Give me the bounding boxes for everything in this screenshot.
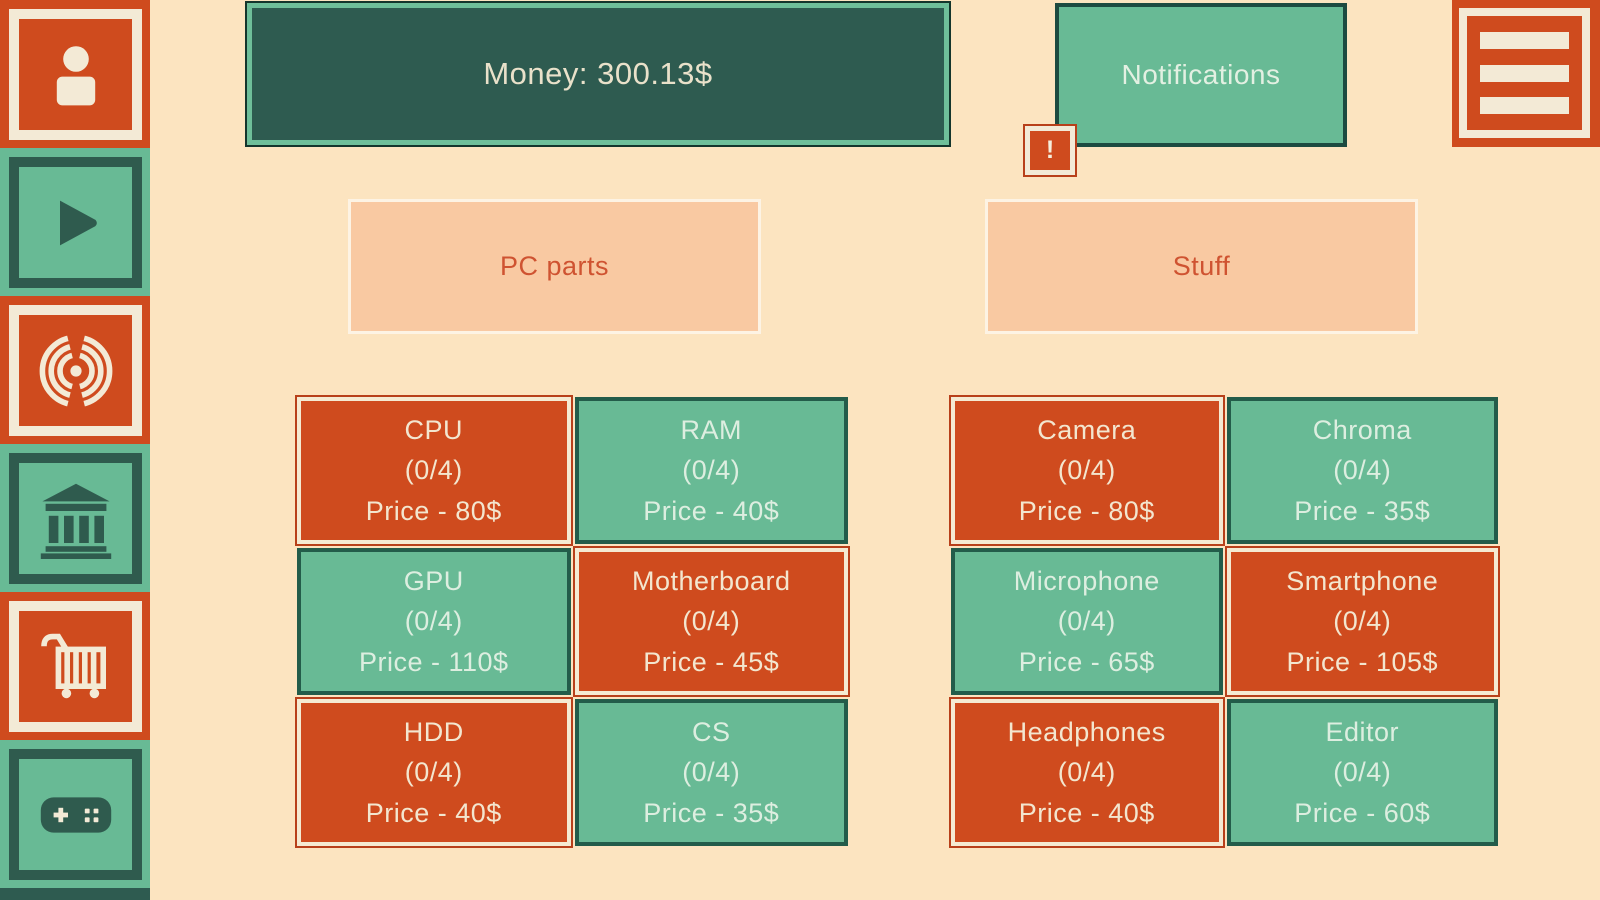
pc-parts-grid: CPU (0/4) Price - 80$ RAM (0/4) Price - … bbox=[297, 397, 848, 846]
money-display: Money: 300.13$ bbox=[245, 1, 951, 147]
stuff-title: Stuff bbox=[1172, 251, 1231, 281]
item-name: Headphones bbox=[1007, 716, 1166, 747]
bank-button[interactable] bbox=[9, 453, 142, 584]
notifications-label: Notifications bbox=[1121, 59, 1281, 90]
sidebar-cell-stream bbox=[0, 296, 150, 444]
item-price: Price - 40$ bbox=[643, 495, 780, 526]
shop-item-chroma[interactable]: Chroma (0/4) Price - 35$ bbox=[1226, 397, 1498, 544]
person-icon bbox=[56, 45, 95, 105]
play-icon bbox=[59, 200, 97, 245]
stuff-grid: Camera (0/4) Price - 80$ Chroma (0/4) Pr… bbox=[951, 397, 1498, 846]
menu-button[interactable] bbox=[1452, 0, 1600, 147]
shop-item-editor[interactable]: Editor (0/4) Price - 60$ bbox=[1226, 699, 1498, 846]
notification-alert-badge: ! bbox=[1023, 124, 1077, 177]
shop-item-cs[interactable]: CS (0/4) Price - 35$ bbox=[574, 699, 848, 846]
item-count: (0/4) bbox=[1333, 757, 1392, 788]
item-name: Chroma bbox=[1312, 414, 1412, 445]
shop-item-ram[interactable]: RAM (0/4) Price - 40$ bbox=[574, 397, 848, 544]
shop-button[interactable] bbox=[9, 601, 142, 732]
broadcast-icon bbox=[39, 330, 112, 411]
item-count: (0/4) bbox=[404, 757, 463, 788]
sidebar bbox=[0, 0, 150, 900]
profile-button[interactable] bbox=[9, 9, 142, 140]
item-price: Price - 40$ bbox=[1018, 797, 1155, 828]
item-price: Price - 110$ bbox=[358, 646, 509, 677]
shop-item-cpu[interactable]: CPU (0/4) Price - 80$ bbox=[297, 397, 571, 544]
pc-parts-header: PC parts bbox=[348, 199, 761, 334]
item-price: Price - 35$ bbox=[643, 797, 780, 828]
item-price: Price - 80$ bbox=[365, 495, 502, 526]
item-name: CPU bbox=[404, 414, 463, 445]
sidebar-cell-bank bbox=[0, 444, 150, 592]
play-button[interactable] bbox=[9, 157, 142, 288]
item-name: Microphone bbox=[1013, 565, 1160, 596]
games-button[interactable] bbox=[9, 749, 142, 880]
alert-exclamation: ! bbox=[1045, 136, 1055, 164]
stream-button[interactable] bbox=[9, 305, 142, 436]
money-label: Money: 300.13$ bbox=[483, 56, 713, 91]
item-name: GPU bbox=[403, 565, 464, 596]
item-count: (0/4) bbox=[1057, 606, 1116, 637]
item-price: Price - 45$ bbox=[643, 646, 780, 677]
cart-icon bbox=[40, 633, 106, 698]
item-count: (0/4) bbox=[682, 455, 741, 486]
hamburger-icon bbox=[1459, 8, 1590, 138]
stuff-header: Stuff bbox=[985, 199, 1418, 334]
item-count: (0/4) bbox=[682, 757, 741, 788]
item-name: Camera bbox=[1037, 414, 1137, 445]
item-count: (0/4) bbox=[404, 455, 463, 486]
sidebar-bottom-strip bbox=[0, 888, 150, 900]
notifications-button[interactable]: Notifications bbox=[1055, 3, 1347, 147]
sidebar-cell-games bbox=[0, 740, 150, 888]
item-price: Price - 60$ bbox=[1294, 797, 1431, 828]
item-count: (0/4) bbox=[682, 606, 741, 637]
item-price: Price - 40$ bbox=[365, 797, 502, 828]
item-count: (0/4) bbox=[1057, 455, 1116, 486]
item-count: (0/4) bbox=[1333, 606, 1392, 637]
shop-item-headphones[interactable]: Headphones (0/4) Price - 40$ bbox=[951, 699, 1223, 846]
item-price: Price - 65$ bbox=[1018, 646, 1155, 677]
shop-item-motherboard[interactable]: Motherboard (0/4) Price - 45$ bbox=[574, 548, 848, 695]
shop-item-gpu[interactable]: GPU (0/4) Price - 110$ bbox=[297, 548, 571, 695]
item-price: Price - 35$ bbox=[1294, 495, 1431, 526]
item-count: (0/4) bbox=[1057, 757, 1116, 788]
item-count: (0/4) bbox=[404, 606, 463, 637]
bank-icon bbox=[40, 483, 111, 559]
sidebar-cell-shop bbox=[0, 592, 150, 740]
gamepad-icon bbox=[40, 796, 111, 833]
shop-item-microphone[interactable]: Microphone (0/4) Price - 65$ bbox=[951, 548, 1223, 695]
item-name: Editor bbox=[1325, 716, 1400, 747]
item-name: RAM bbox=[680, 414, 742, 445]
sidebar-cell-profile bbox=[0, 0, 150, 148]
item-name: Smartphone bbox=[1286, 565, 1439, 596]
shop-item-camera[interactable]: Camera (0/4) Price - 80$ bbox=[951, 397, 1223, 544]
pc-parts-title: PC parts bbox=[499, 251, 610, 281]
item-name: Motherboard bbox=[631, 565, 791, 596]
item-price: Price - 105$ bbox=[1286, 646, 1439, 677]
item-price: Price - 80$ bbox=[1018, 495, 1155, 526]
item-count: (0/4) bbox=[1333, 455, 1392, 486]
item-name: HDD bbox=[403, 716, 464, 747]
item-name: CS bbox=[691, 716, 731, 747]
shop-item-smartphone[interactable]: Smartphone (0/4) Price - 105$ bbox=[1226, 548, 1498, 695]
shop-item-hdd[interactable]: HDD (0/4) Price - 40$ bbox=[297, 699, 571, 846]
sidebar-cell-play bbox=[0, 148, 150, 296]
